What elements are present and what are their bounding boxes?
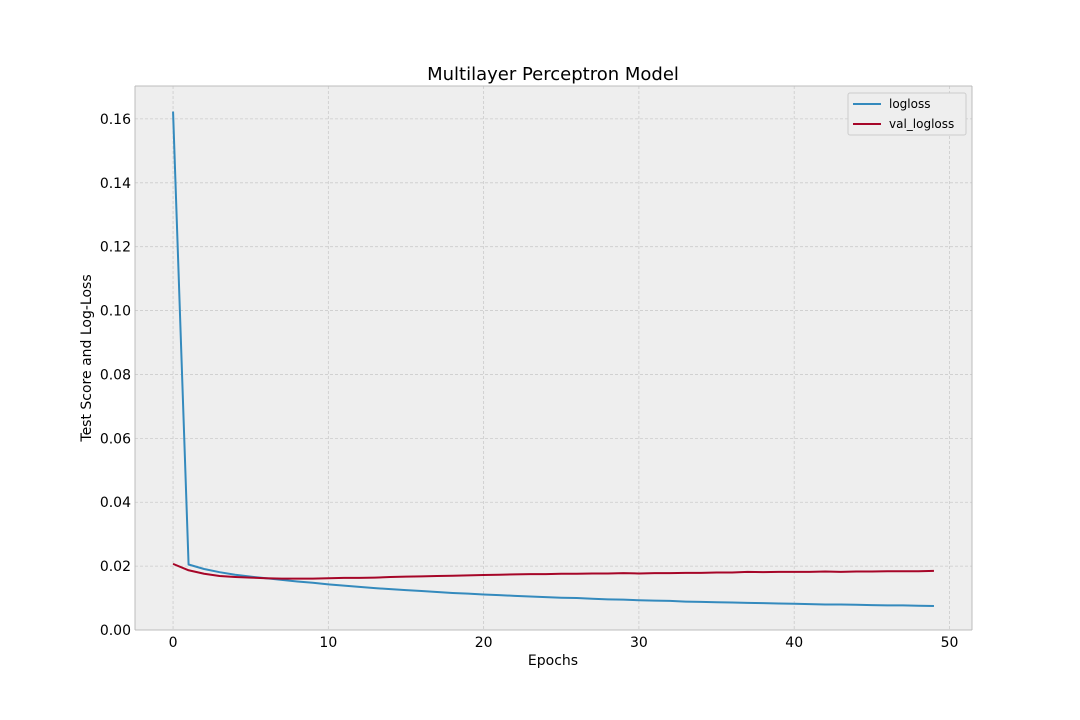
y-tick-label: 0.10 — [100, 304, 131, 320]
x-axis-title: Epochs — [528, 653, 578, 669]
y-ticks: 0.00 0.02 0.04 0.06 0.08 0.10 0.12 0.14 0.16 — [100, 112, 131, 639]
y-axis-title: Test Score and Log-Loss — [79, 274, 95, 442]
y-tick-label: 0.02 — [100, 559, 131, 575]
plot-background — [135, 86, 972, 630]
x-tick-label: 20 — [475, 635, 493, 651]
y-tick-label: 0.00 — [100, 623, 131, 639]
y-tick-label: 0.14 — [100, 176, 131, 192]
x-tick-label: 0 — [169, 635, 178, 651]
series-line-logloss — [172, 111, 934, 608]
legend: logloss val_logloss — [847, 92, 967, 136]
y-tick-label: 0.04 — [100, 495, 131, 511]
series-lines — [172, 111, 934, 608]
x-tick-label: 10 — [319, 635, 337, 651]
x-tick-label: 30 — [630, 635, 648, 651]
legend-label-logloss: logloss — [889, 97, 930, 111]
x-ticks: 0 10 20 30 40 50 — [169, 635, 959, 651]
y-tick-label: 0.06 — [100, 431, 131, 447]
series-line-val-logloss — [172, 562, 934, 580]
x-tick-label: 40 — [785, 635, 803, 651]
chart-title: Multilayer Perceptron Model — [427, 64, 679, 85]
legend-label-val-logloss: val_logloss — [889, 117, 954, 131]
y-tick-label: 0.12 — [100, 240, 131, 256]
x-tick-label: 50 — [941, 635, 959, 651]
y-tick-label: 0.16 — [100, 112, 131, 128]
y-tick-label: 0.08 — [100, 367, 131, 383]
